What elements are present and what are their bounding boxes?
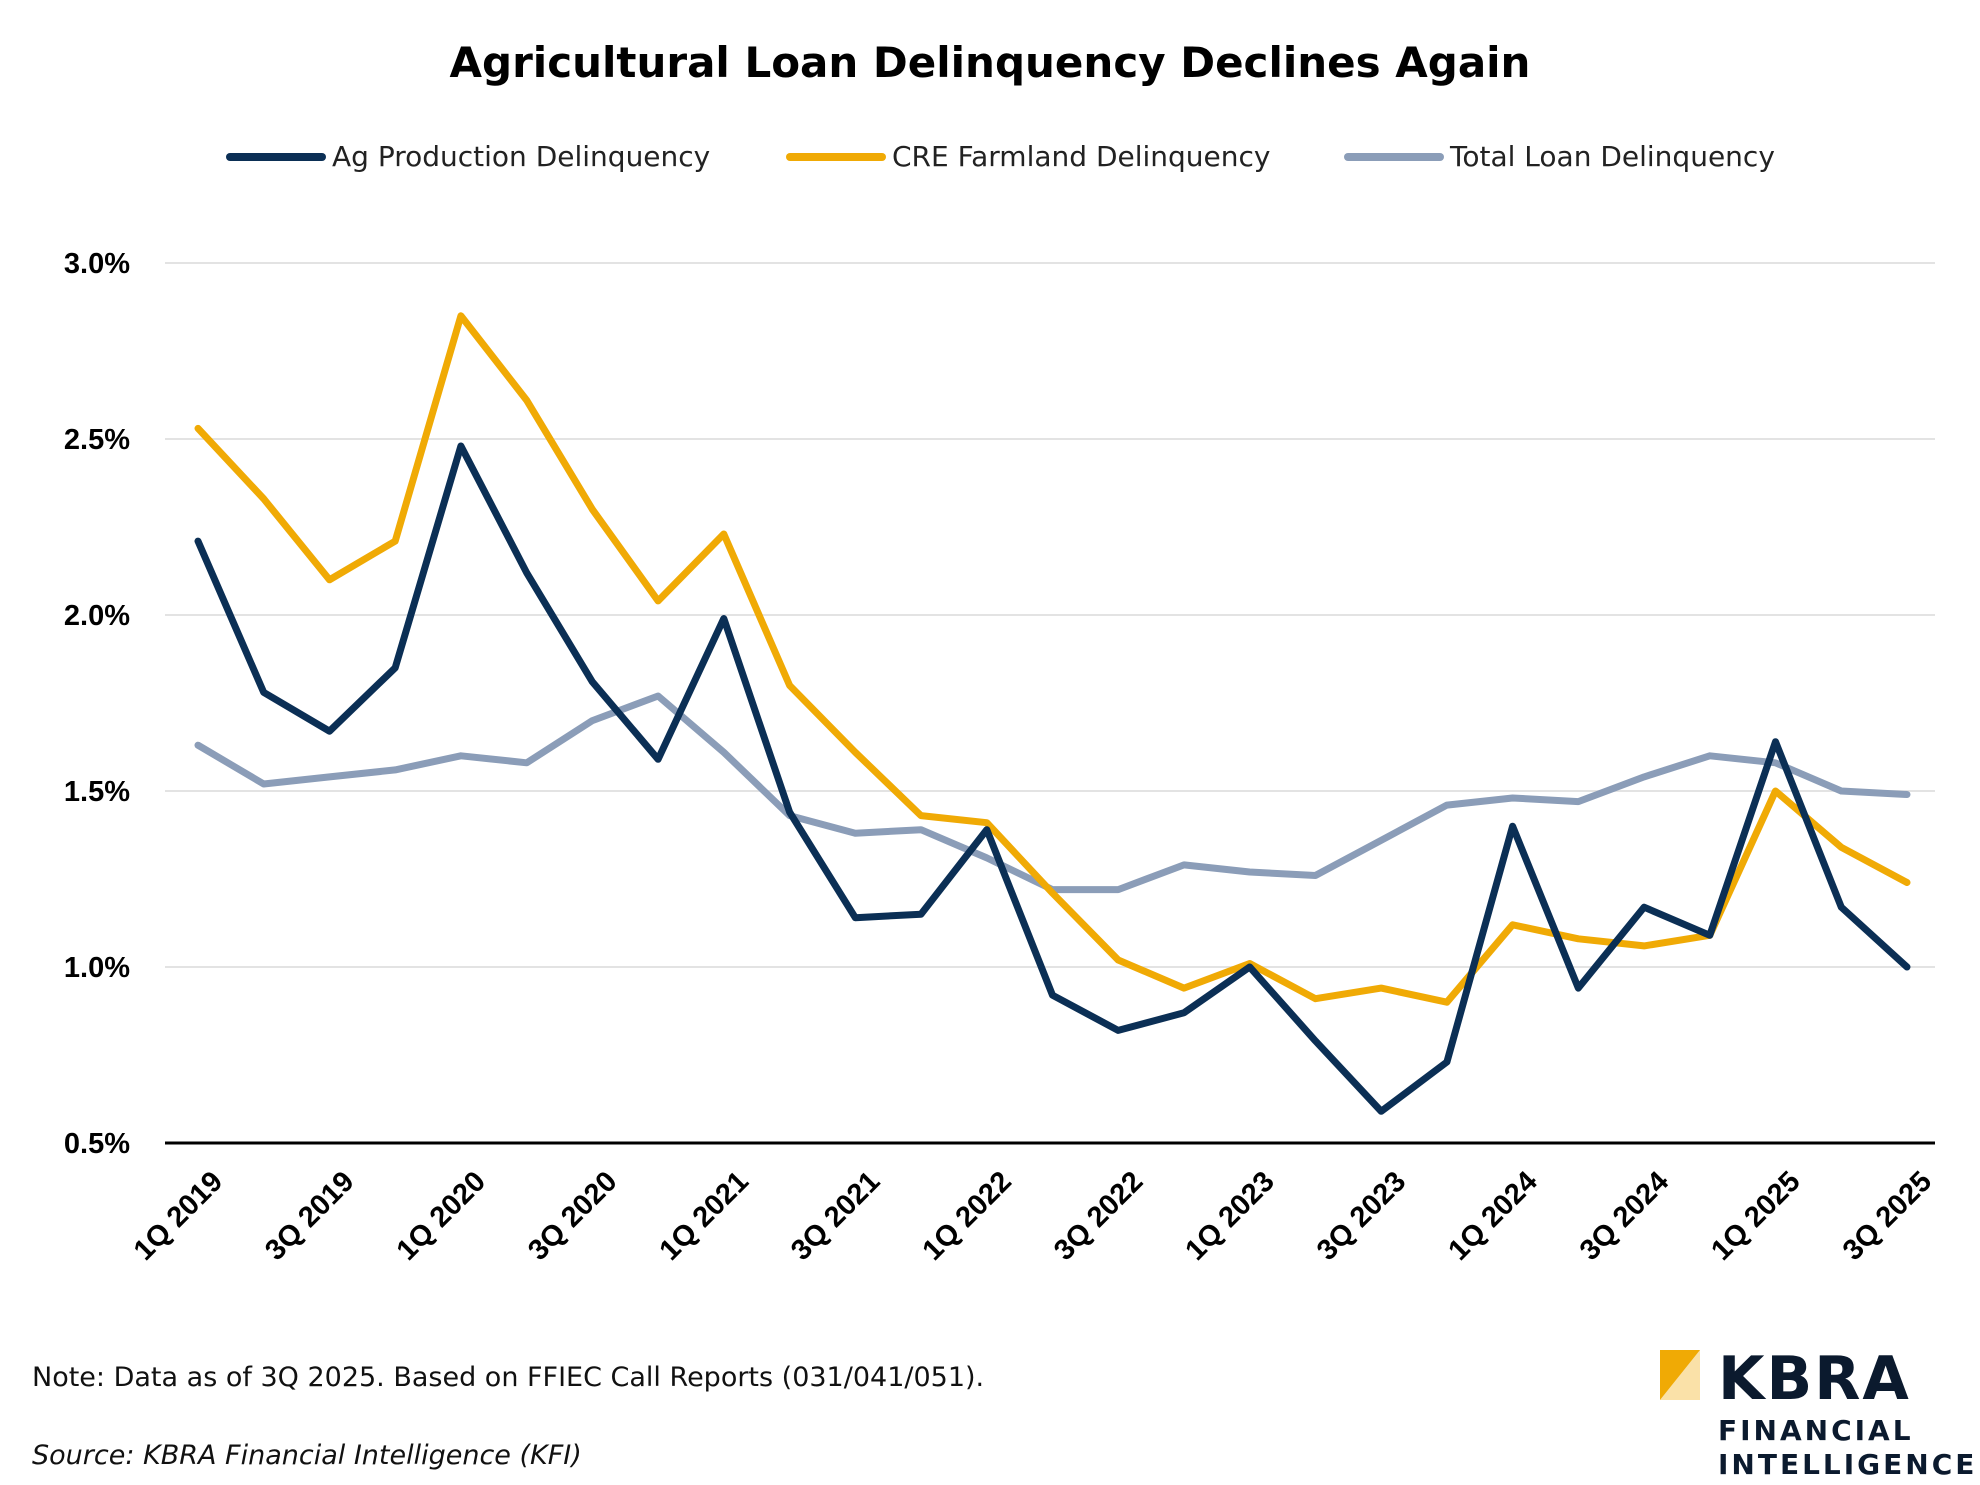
x-tick-label: 3Q 2021 [785,1165,886,1266]
x-tick-label: 1Q 2025 [1705,1165,1806,1266]
y-tick-label: 2.0% [64,600,130,632]
legend-item-cre-farmland[interactable]: CRE Farmland Delinquency [786,140,1271,173]
legend-label-ag-production: Ag Production Delinquency [332,140,711,173]
gridlines [165,262,1935,968]
x-tick-label: 1Q 2020 [391,1165,492,1266]
x-tick-label: 3Q 2024 [1574,1165,1675,1266]
kbra-logo-mark-icon [1660,1350,1700,1400]
y-tick-label: 0.5% [64,1128,130,1160]
series-lines [194,312,1911,1115]
x-tick-label: 3Q 2022 [1048,1165,1149,1266]
chart-note: Note: Data as of 3Q 2025. Based on FFIEC… [32,1362,985,1393]
chart-legend: Ag Production Delinquency CRE Farmland D… [0,140,1980,188]
y-tick-label: 3.0% [64,248,130,280]
kbra-logo-intelligence: INTELLIGENCE [1718,1448,1978,1481]
legend-swatch-ag-production [226,152,326,161]
x-axis-tick-labels: 1Q 2019 3Q 2019 1Q 2020 3Q 2020 1Q 2021 3Q 20… [128,1165,1938,1266]
legend-label-cre-farmland: CRE Farmland Delinquency [892,140,1271,173]
legend-swatch-total-loan [1344,152,1444,161]
series-line-ag-production [194,442,1911,1115]
line-chart-plot: 0.5%1.0%1.5%2.0%2.5%3.0% 1Q 2019 3Q 2019 1… [64,248,1938,1267]
x-tick-label: 1Q 2019 [128,1165,229,1266]
legend-label-total-loan: Total Loan Delinquency [1450,140,1775,173]
chart-source: Source: KBRA Financial Intelligence (KFI… [32,1440,582,1471]
x-tick-label: 3Q 2025 [1837,1165,1938,1266]
kbra-logo-financial: FINANCIAL [1718,1414,1914,1447]
x-tick-label: 1Q 2024 [1442,1165,1543,1266]
y-tick-label: 2.5% [64,424,130,456]
x-tick-label: 3Q 2019 [259,1165,360,1266]
kbra-logo-brand: KBRA [1718,1344,1911,1414]
x-tick-label: 1Q 2023 [1179,1165,1280,1266]
series-line-cre-farmland [194,312,1911,1006]
kbra-logo: KBRA FINANCIAL INTELLIGENCE [1660,1344,1974,1481]
legend-item-ag-production[interactable]: Ag Production Delinquency [226,140,710,173]
y-tick-label: 1.0% [64,952,130,984]
legend-item-total-loan[interactable]: Total Loan Delinquency [1344,140,1775,173]
x-tick-label: 3Q 2023 [1311,1165,1412,1266]
x-tick-label: 1Q 2021 [654,1165,755,1266]
legend-swatch-cre-farmland [786,152,886,161]
x-tick-label: 3Q 2020 [522,1165,623,1266]
series-line-total-loan [194,692,1911,894]
chart-title: Agricultural Loan Delinquency Declines A… [449,38,1531,87]
y-axis-tick-labels: 0.5% 1.0% 1.5% 2.0% 2.5% 3.0% [64,248,130,1160]
y-tick-label: 1.5% [64,776,130,808]
x-tick-label: 1Q 2022 [917,1165,1018,1266]
